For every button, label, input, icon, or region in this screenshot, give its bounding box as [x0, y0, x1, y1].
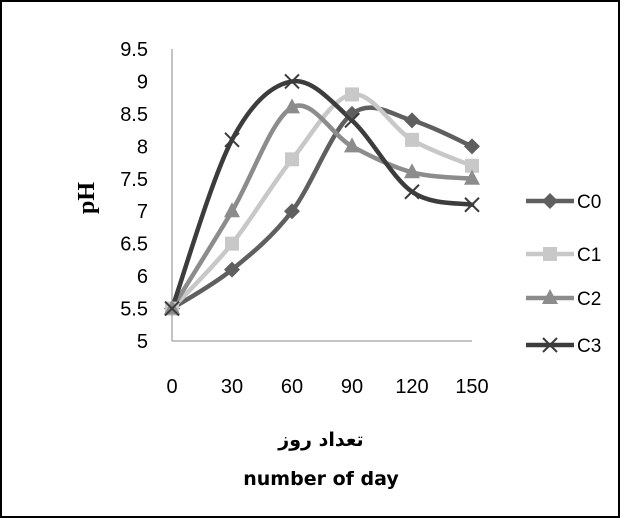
- y-tick-label: 5: [137, 331, 148, 353]
- data-point-c3: [464, 197, 480, 213]
- legend-label: C3: [577, 336, 601, 357]
- data-point-c3: [284, 73, 300, 90]
- data-point-c0: [224, 261, 240, 278]
- data-point-c0: [344, 105, 360, 122]
- data-point-c2: [164, 299, 180, 315]
- series-lines: [169, 79, 475, 311]
- data-point-c3: [224, 132, 240, 148]
- data-point-c1: [225, 236, 239, 251]
- data-point-c2: [284, 98, 300, 114]
- y-tick-label: 9: [137, 71, 148, 93]
- data-point-c1: [345, 87, 359, 102]
- y-tick-label: 8: [137, 136, 148, 158]
- series-line-c0: [169, 105, 475, 311]
- legend-item-c0: C0: [526, 192, 601, 213]
- legend-item-c2: C2: [526, 289, 601, 310]
- legend-swatch-marker: [542, 289, 558, 304]
- data-point-c0: [464, 138, 480, 155]
- x-tick-labels: 0 30 60 90 120 150: [166, 376, 488, 398]
- data-point-c0: [284, 203, 300, 220]
- data-point-c2: [224, 202, 240, 218]
- legend-item-c3: C3: [526, 336, 601, 357]
- legend-swatch-marker: [542, 193, 558, 209]
- data-point-c2: [464, 169, 480, 185]
- legend-label: C2: [577, 289, 601, 310]
- y-tick-label: 9.5: [120, 39, 148, 61]
- y-tick-label: 6.5: [120, 234, 148, 256]
- data-point-c1: [285, 152, 299, 167]
- y-tick-label: 5.5: [120, 299, 148, 321]
- y-tick-label: 7.5: [120, 169, 148, 191]
- x-tick-label: 120: [395, 376, 428, 398]
- x-tick-label: 30: [221, 376, 243, 398]
- legend-swatch-marker: [542, 337, 558, 353]
- data-point-c3: [404, 184, 420, 200]
- data-point-c1: [465, 158, 479, 173]
- legend-label: C1: [577, 245, 601, 266]
- legend-label: C0: [577, 192, 601, 213]
- legend-item-c1: C1: [526, 245, 601, 266]
- y-axis-label: pH: [74, 182, 100, 214]
- data-point-c3: [344, 112, 360, 129]
- data-point-c2: [404, 163, 420, 179]
- data-point-c1: [405, 132, 419, 147]
- series-markers: [164, 73, 480, 317]
- x-tick-label: 90: [341, 376, 363, 398]
- y-tick-label: 7: [137, 201, 148, 223]
- x-tick-label: 0: [166, 376, 177, 398]
- y-tick-labels: 5 5.5 6 6.5 7 7.5 8 8.5 9 9.5: [120, 39, 148, 353]
- axes: [171, 49, 472, 342]
- legend: C0 C1 C2 C3: [526, 192, 601, 357]
- x-axis-label-persian: تعداد روز: [277, 429, 363, 451]
- data-point-c3: [164, 300, 180, 317]
- legend-swatch-marker: [543, 247, 557, 261]
- data-point-c0: [404, 112, 420, 129]
- x-axis-label-english: number of day: [243, 468, 399, 490]
- x-tick-label: 60: [281, 376, 303, 398]
- y-tick-label: 8.5: [120, 104, 148, 126]
- y-tick-label: 6: [137, 266, 148, 288]
- data-point-c2: [344, 137, 360, 153]
- x-tick-label: 150: [455, 376, 488, 398]
